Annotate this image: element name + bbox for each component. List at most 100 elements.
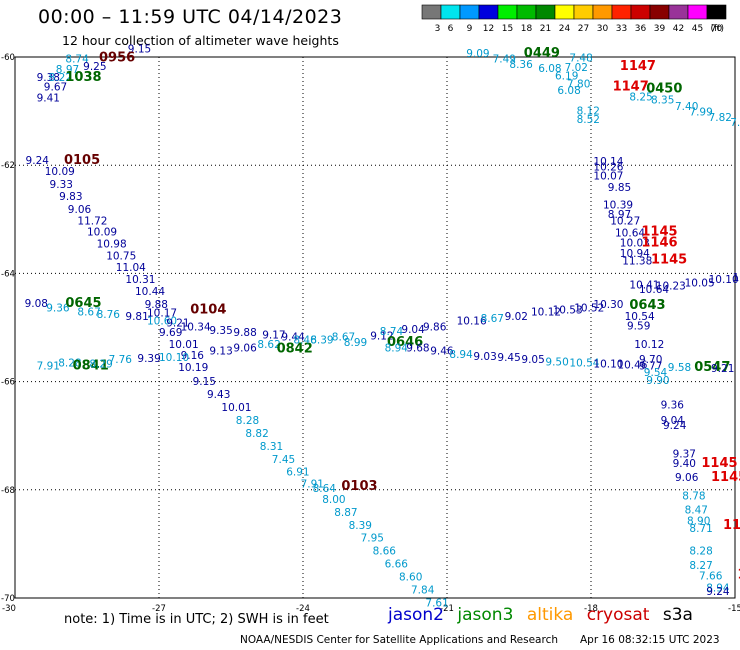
legend-swatch [421,4,442,20]
wave-height-value: 9.85 [608,182,631,194]
wave-height-value: 9.06 [233,342,257,354]
wave-height-value: 8.62 [257,339,280,351]
wave-height-value: 8.67 [332,331,355,343]
legend-swatch [687,4,708,20]
wave-height-value: 8.90 [687,515,710,527]
time-label: 114 [737,568,740,583]
legend-label: 6 [448,24,454,34]
lon-tick-label: -21 [440,604,454,614]
wave-height-value: 8.64 [313,483,337,495]
wave-height-value: 10.64 [639,284,669,296]
wave-height-value: 9.24 [663,420,687,432]
legend-swatch [459,4,480,20]
wave-height-value: 10.98 [97,238,127,250]
wave-height-value: 8.52 [577,114,600,126]
wave-height-value: 9.15 [193,376,216,388]
wave-height-value: 8.36 [509,59,533,71]
legend-label: 45 [692,24,703,34]
wave-height-value: 9.35 [209,325,232,337]
legend-swatch [706,4,727,20]
time-label: 1147 [620,59,656,74]
wave-height-value: 7.66 [699,571,723,583]
wave-height-value: 9.44 [281,331,305,343]
lat-tick-label: -60 [1,53,15,63]
wave-height-value: 10.27 [610,216,640,228]
legend-label: 9 [467,24,473,34]
wave-height-value: 10.39 [603,199,633,211]
wave-height-value: 8.35 [651,95,674,107]
legend-label: 24 [559,24,571,34]
wave-height-value: 9.03 [473,351,496,363]
wave-height-value: 7.61 [425,598,448,610]
time-label: 0450 [646,82,682,97]
satellite-jason2: jason2 [388,605,444,625]
wave-height-value: 10.44 [135,286,165,298]
legend-label: 18 [521,24,533,34]
legend-swatch [649,4,670,20]
wave-height-value: 9.81 [125,311,148,323]
wave-height-value: 10.12 [634,339,664,351]
legend-swatch [440,4,461,20]
wave-height-value: 8.28 [236,415,259,427]
wave-height-value: 10.17 [147,308,177,320]
wave-height-value: 10.31 [125,274,155,286]
wave-height-value: 7.82 [709,112,732,124]
wave-height-value: 10.10 [709,274,739,286]
time-label: 1145 [651,253,687,268]
wave-height-value: 9.50 [545,356,568,368]
wave-height-value: 9.25 [83,61,106,73]
wave-height-value: 10.03 [620,237,650,249]
wave-height-value: 8.46 [293,335,317,347]
wave-height-value: 10.01 [169,339,199,351]
wave-height-value: 8.22 [49,72,72,84]
wave-height-value: 9.67 [44,82,67,94]
wave-height-value: 7.02 [565,62,588,74]
wave-height-value: 8.12 [577,105,600,117]
lat-tick-label: -70 [1,594,15,604]
satellite-jason3: jason3 [457,605,514,625]
wave-height-value: 8.67 [77,307,100,319]
lat-tick-label: -62 [1,161,15,171]
time-label: 1146 [641,235,677,250]
plot-frame [14,56,736,599]
wave-height-value: 7.0 [730,117,740,129]
wave-height-value: 11.72 [77,216,107,228]
wave-height-value: 6.19 [555,71,578,83]
wave-height-value: 10.54 [625,311,655,323]
wave-height-value: 9.46 [430,346,454,358]
wave-height-value: 7.40 [675,101,698,113]
wave-height-value: 6.08 [538,63,561,75]
wave-height-value: 10.10 [593,359,623,371]
wave-height-value: 9.59 [627,321,650,333]
time-label: 1145 [641,225,677,240]
wave-height-value: 9.08 [25,298,48,310]
wave-height-value: 9.16 [181,350,205,362]
wave-height-value: 11.04 [116,262,146,274]
lon-tick-label: -18 [584,604,598,614]
wave-height-value: 8.67 [481,313,504,325]
legend-swatch [611,4,632,20]
satellite-altika: altika [526,605,574,625]
lon-tick-label: -30 [2,604,16,614]
wave-height-value: 9.43 [207,389,230,401]
wave-height-value: 10.09 [87,227,117,239]
wave-height-value: 10.14 [593,156,623,168]
wave-height-value: 8.00 [322,494,345,506]
wave-height-value: 9.02 [505,311,528,323]
legend-label: 30 [597,24,609,34]
title: 00:00 – 11:59 UTC 04/14/2023 [38,6,343,28]
wave-height-value: 9.70 [639,354,662,366]
wave-height-value: 8.82 [245,428,268,440]
wave-height-value: 9.37 [673,448,696,460]
wave-height-value: 9.38 [37,72,60,84]
wave-height-value: 7.91 [37,361,60,373]
legend-label: 21 [540,24,551,34]
wave-height-value: 8.71 [689,523,712,535]
wave-height-value: 7.48 [569,52,592,64]
time-label: 0645 [65,296,101,311]
lat-lon-grid [14,56,736,599]
wave-height-value: 9.17 [262,329,285,341]
satellite-cryosat: cryosat [586,605,650,625]
wave-height-value: 9.86 [423,322,447,334]
legend-label: 33 [616,24,627,34]
